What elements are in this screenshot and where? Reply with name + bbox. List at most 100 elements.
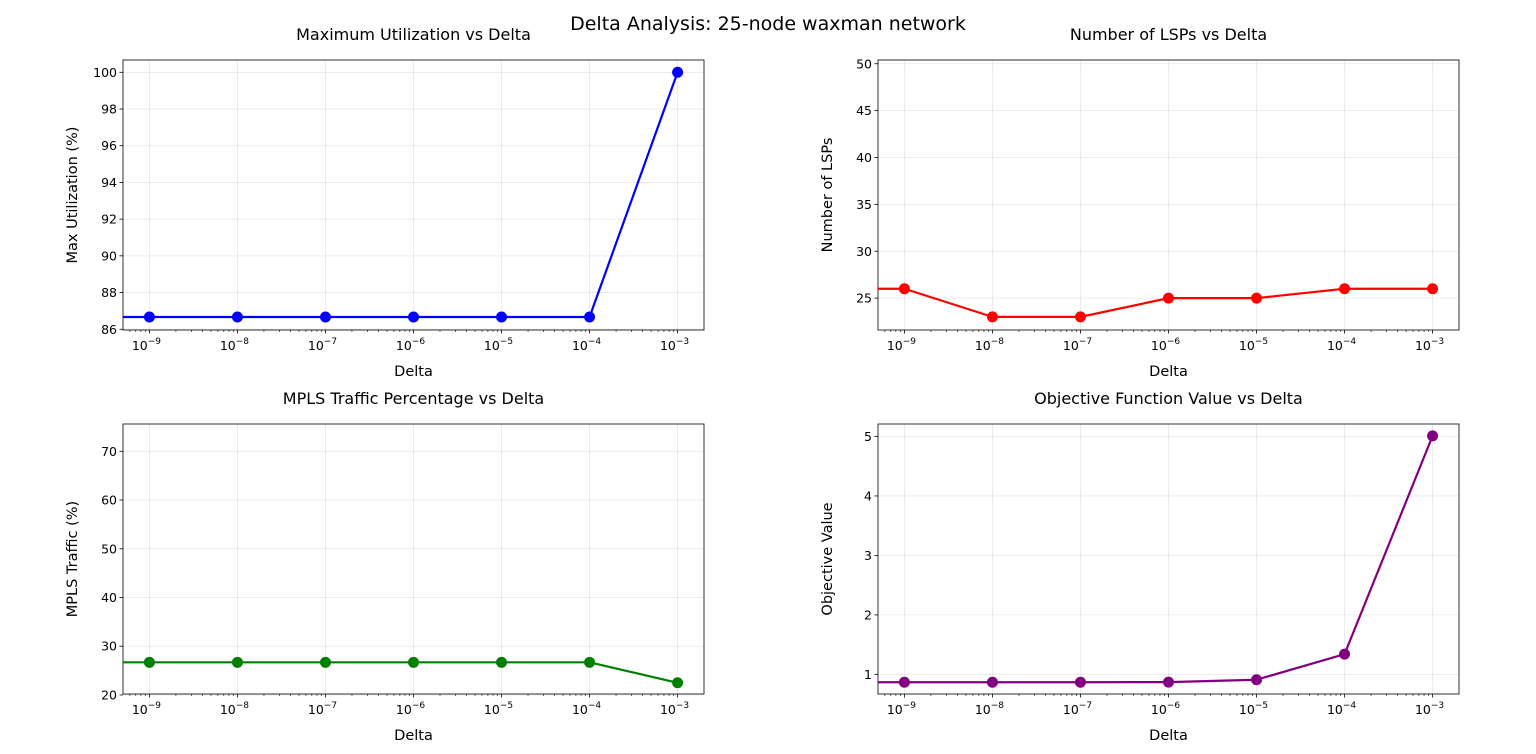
data-point (319, 656, 331, 668)
y-tick-label: 100 (93, 65, 117, 80)
data-point (898, 283, 910, 295)
y-tick-label: 88 (101, 285, 117, 300)
data-point (898, 676, 910, 688)
series-line (878, 435, 1434, 684)
x-tick-label: 10−5 (484, 701, 513, 717)
x-tick-label: 10−6 (396, 701, 425, 717)
y-tick-label: 50 (856, 56, 872, 71)
y-tick-label: 30 (101, 639, 117, 654)
y-tick-label: 25 (856, 291, 872, 306)
data-point (1251, 674, 1263, 686)
data-point (1163, 676, 1174, 688)
x-tick-label: 10−6 (396, 337, 425, 353)
subplots-group: 10−9 10−8 10−7 10−6 10−5 10−4 10−3 86 88 90 92 94 96… (65, 25, 1460, 744)
y-tick-label: 1 (864, 667, 872, 682)
x-tick-label: 10−3 (1415, 701, 1444, 717)
x-axis-label: Delta (1149, 364, 1188, 380)
y-axis-label: Objective Value (820, 502, 836, 615)
data-point (496, 656, 508, 668)
y-tick-label: 98 (101, 102, 117, 117)
data-point (1427, 430, 1439, 442)
x-tick-label: 10−8 (220, 701, 249, 717)
y-tick-label: 45 (856, 103, 872, 118)
subplot-2: 10−9 10−8 10−7 10−6 10−5 10−4 10−3 25 30 35 40 45 50… (820, 25, 1460, 380)
x-tick-label: 10−5 (484, 337, 513, 353)
subplot-4: 10−9 10−8 10−7 10−6 10−5 10−4 10−3 1 2 3 4 5 Objecti… (820, 389, 1460, 744)
data-point (1074, 676, 1086, 688)
y-tick-label: 50 (101, 541, 117, 556)
x-tick-label: 10−5 (1239, 337, 1268, 353)
y-axis-label: Number of LSPs (820, 138, 836, 253)
x-tick-label: 10−8 (975, 701, 1004, 717)
data-point (408, 311, 419, 323)
x-tick-label: 10−4 (572, 337, 601, 353)
subplot-title: MPLS Traffic Percentage vs Delta (283, 389, 544, 408)
x-tick-label: 10−4 (1327, 337, 1356, 353)
subplot-1: 10−9 10−8 10−7 10−6 10−5 10−4 10−3 86 88 90 92 94 96… (65, 25, 705, 380)
y-tick-label: 30 (856, 244, 872, 259)
y-tick-label: 40 (101, 590, 117, 605)
y-tick-label: 5 (864, 429, 872, 444)
subplot-title: Number of LSPs vs Delta (1070, 25, 1267, 44)
x-tick-label: 10−7 (1063, 337, 1092, 353)
y-tick-label: 96 (101, 138, 117, 153)
x-tick-label: 10−8 (220, 337, 249, 353)
data-point (1074, 311, 1086, 323)
data-point (1339, 283, 1351, 295)
data-point (986, 311, 998, 323)
y-tick-label: 4 (864, 488, 872, 503)
x-tick-label: 10−3 (660, 337, 689, 353)
y-axis-label: Max Utilization (%) (65, 127, 81, 264)
y-tick-label: 94 (101, 175, 117, 190)
y-tick-label: 20 (101, 687, 117, 702)
x-tick-label: 10−7 (1063, 701, 1092, 717)
x-tick-label: 10−7 (308, 701, 337, 717)
subplot-title: Objective Function Value vs Delta (1034, 389, 1303, 408)
y-tick-label: 35 (856, 197, 872, 212)
data-point (584, 311, 596, 323)
y-tick-label: 90 (101, 248, 117, 263)
data-point (143, 311, 155, 323)
data-point (986, 676, 998, 688)
x-tick-label: 10−4 (1327, 701, 1356, 717)
data-point (1163, 292, 1174, 304)
x-tick-label: 10−3 (660, 701, 689, 717)
data-point (496, 311, 508, 323)
y-tick-label: 86 (101, 322, 117, 337)
x-tick-label: 10−6 (1151, 337, 1180, 353)
data-point (672, 66, 684, 78)
series-line (123, 71, 679, 319)
y-tick-label: 92 (101, 212, 117, 227)
data-point (1251, 292, 1263, 304)
data-point (672, 677, 684, 689)
data-point (1427, 283, 1439, 295)
x-tick-label: 10−9 (887, 337, 916, 353)
subplot-title: Maximum Utilization vs Delta (296, 25, 531, 44)
data-point (231, 656, 243, 668)
x-tick-label: 10−5 (1239, 701, 1268, 717)
y-tick-label: 70 (101, 444, 117, 459)
x-tick-label: 10−4 (572, 701, 601, 717)
x-tick-label: 10−7 (308, 337, 337, 353)
x-tick-label: 10−3 (1415, 337, 1444, 353)
y-tick-label: 3 (864, 548, 872, 563)
y-tick-label: 40 (856, 150, 872, 165)
axes-frame (877, 423, 1460, 695)
x-tick-label: 10−9 (132, 701, 161, 717)
data-point (584, 656, 596, 668)
y-tick-label: 2 (864, 607, 872, 622)
x-axis-label: Delta (394, 728, 433, 744)
y-tick-label: 60 (101, 493, 117, 508)
x-tick-label: 10−9 (887, 701, 916, 717)
series-line (123, 661, 678, 684)
series-line (878, 287, 1433, 318)
axes-frame (877, 59, 1460, 331)
x-axis-label: Delta (1149, 728, 1188, 744)
data-point (231, 311, 243, 323)
data-point (1339, 648, 1351, 660)
x-tick-label: 10−8 (975, 337, 1004, 353)
x-axis-label: Delta (394, 364, 433, 380)
subplot-3: 10−9 10−8 10−7 10−6 10−5 10−4 10−3 20 30 40 50 60 70… (65, 389, 705, 744)
